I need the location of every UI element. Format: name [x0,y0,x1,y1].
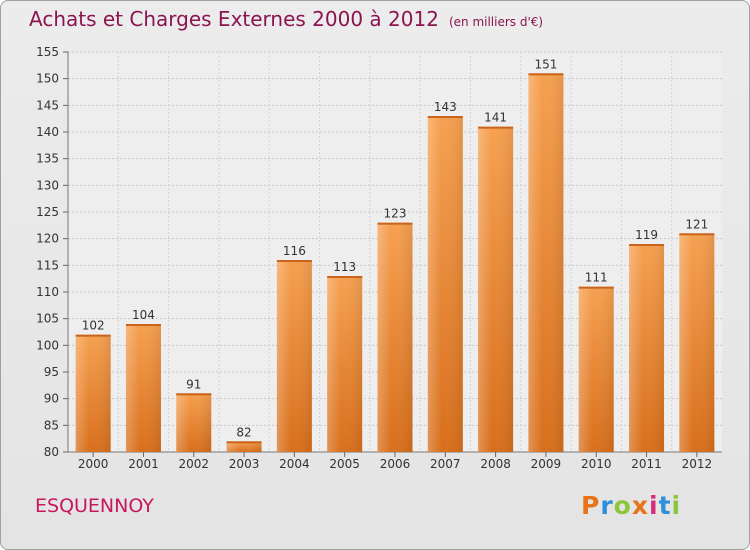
value-label: 143 [434,100,457,114]
bar-top-edge [226,441,262,444]
bar-shading [75,334,111,452]
bar-top-edge [176,393,212,396]
x-tick-label: 2010 [581,457,612,471]
logo-letter: r [600,491,614,520]
commune-name: ESQUENNOY [35,495,154,517]
bar-shading [528,73,564,452]
bar-layer: 102 104 91 82 116 113 123 143 141 151 111 119 121 [75,57,715,453]
y-tick-label: 130 [36,178,59,192]
logo-letter: i [671,491,682,520]
bar-top-edge [478,126,514,129]
value-label: 151 [534,57,557,71]
x-tick-label: 2002 [178,457,209,471]
value-label: 91 [186,377,201,391]
bar-top-edge [327,276,363,278]
bar-top-edge [125,324,161,326]
y-tick-label: 80 [44,445,59,459]
bar-2008 [478,126,514,453]
bar-shading [679,233,715,452]
x-tick-label: 2001 [128,457,159,471]
bar-shading [125,324,161,452]
value-label: 111 [585,271,608,285]
bar-shading [276,260,312,452]
x-tick-label: 2012 [682,457,713,471]
bar-2009 [528,73,564,452]
value-label: 123 [384,207,407,221]
value-label: 116 [283,244,306,258]
bar-shading [327,276,363,452]
x-tick-label: 2000 [78,457,109,471]
x-tick-label: 2005 [329,457,360,471]
y-tick-label: 115 [36,258,59,272]
x-tick-label: 2003 [229,457,260,471]
value-label: 119 [635,228,658,242]
y-tick-label: 150 [36,72,59,86]
logo-letter: x [631,491,649,520]
chart-unit: (en milliers d'€) [448,15,544,29]
logo-letter: t [658,491,672,520]
y-tick-label: 125 [36,205,59,219]
logo-letter: o [613,491,632,520]
bar-2003 [226,441,262,452]
bar-shading [176,393,212,452]
y-tick-label: 135 [36,152,59,166]
x-tick-label: 2011 [631,457,662,471]
bar-2005 [327,276,363,452]
bar-2001 [125,324,161,452]
bar-2012 [679,233,715,452]
bar-top-edge [75,334,111,337]
y-tick-label: 120 [36,232,59,246]
y-tick-label: 155 [36,45,59,59]
bar-top-edge [679,233,715,236]
bar-top-edge [578,286,614,289]
chart-title: Achats et Charges Externes 2000 à 2012 (e… [29,7,543,31]
bar-shading [478,126,514,453]
x-tick-label: 2009 [531,457,562,471]
value-label: 102 [82,319,105,333]
x-tick-label: 2004 [279,457,310,471]
bar-top-edge [377,222,413,225]
value-label: 104 [132,308,155,322]
bar-shading [226,441,262,452]
bar-top-edge [276,260,312,262]
proxiti-logo: Proxiti [581,491,681,520]
bar-shading [578,286,614,452]
bar-shading [427,116,463,452]
x-tick-label: 2006 [380,457,411,471]
y-tick-label: 90 [44,392,59,406]
bar-2002 [176,393,212,452]
y-tick-label: 140 [36,125,59,139]
chart-title-text: Achats et Charges Externes 2000 à 2012 [29,7,439,31]
bar-2011 [629,244,665,452]
y-tick-label: 85 [44,418,59,432]
y-tick-label: 100 [36,338,59,352]
logo-letter: P [581,491,601,520]
y-tick-label: 145 [36,98,59,112]
value-label: 82 [236,425,251,439]
bar-shading [377,222,413,452]
value-label: 141 [484,111,507,125]
bar-2006 [377,222,413,452]
y-tick-label: 95 [44,365,59,379]
x-tick-label: 2008 [480,457,511,471]
y-tick-label: 110 [36,285,59,299]
x-tick-label: 2007 [430,457,461,471]
value-label: 113 [333,260,356,274]
bar-top-edge [528,73,564,76]
bar-top-edge [427,116,463,118]
bar-2010 [578,286,614,452]
bar-2004 [276,260,312,452]
value-label: 121 [685,217,708,231]
bar-2007 [427,116,463,452]
bar-2000 [75,334,111,452]
bar-shading [629,244,665,452]
bar-top-edge [629,244,665,246]
y-tick-label: 105 [36,312,59,326]
logo-letter: i [649,491,659,520]
